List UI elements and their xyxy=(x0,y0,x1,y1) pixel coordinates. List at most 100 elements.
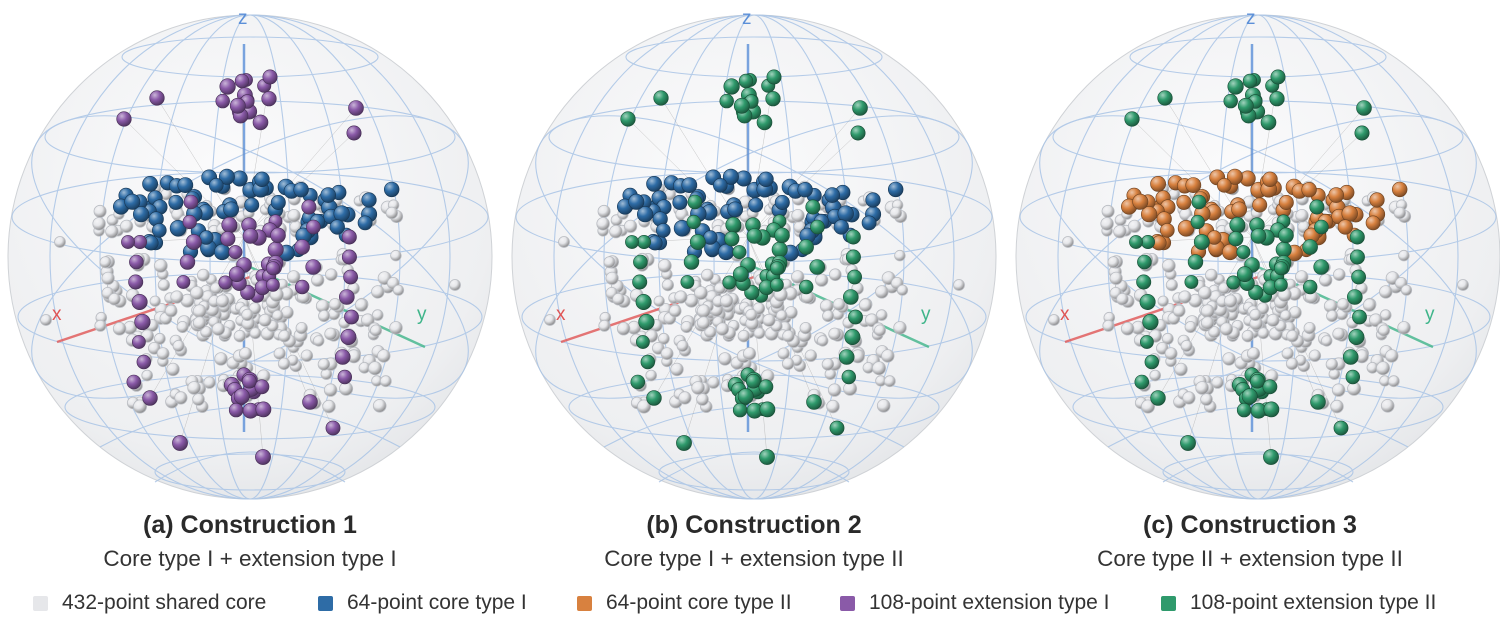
shared-core-point xyxy=(864,313,879,328)
core-point xyxy=(244,197,260,213)
shared-core-point xyxy=(696,304,711,319)
shared-core-point xyxy=(187,381,201,395)
core-point xyxy=(1150,175,1166,192)
shared-core-point xyxy=(1249,308,1262,321)
shared-core-point xyxy=(668,304,682,318)
shared-core-point xyxy=(211,322,225,336)
extension-point xyxy=(1278,227,1294,244)
extension-point xyxy=(771,241,788,258)
extension-point xyxy=(1157,90,1173,106)
shared-core-point xyxy=(782,329,795,343)
shared-core-point xyxy=(827,383,842,397)
shared-core-point xyxy=(707,376,720,389)
shared-core-point xyxy=(953,279,965,291)
shared-core-point xyxy=(1219,322,1233,336)
extension-point xyxy=(1236,402,1252,418)
extension-point xyxy=(1351,269,1366,285)
extension-point xyxy=(1345,369,1360,385)
shared-core-point xyxy=(318,309,331,322)
legend-item-core-type-i: 64-point core type I xyxy=(318,589,527,617)
extension-point xyxy=(1190,214,1205,230)
core-point xyxy=(254,171,270,188)
extension-point xyxy=(338,289,355,305)
shared-core-point xyxy=(700,268,714,282)
core-point xyxy=(1341,205,1358,222)
shared-core-point xyxy=(120,219,134,233)
core-point xyxy=(1177,220,1195,237)
extension-point xyxy=(341,249,357,265)
shared-core-point xyxy=(157,278,170,292)
shared-core-point xyxy=(379,375,392,388)
extension-point xyxy=(737,388,754,405)
panel-title: (b) Construction 2 xyxy=(646,511,862,539)
panel-subtitle: Core type I + extension type II xyxy=(604,546,904,571)
core-point xyxy=(1231,201,1247,218)
shared-core-point xyxy=(1257,327,1270,340)
shared-core-point xyxy=(112,322,127,336)
shared-core-point xyxy=(1109,271,1123,285)
extension-point xyxy=(1309,199,1325,215)
shared-core-point xyxy=(799,321,812,335)
extension-point xyxy=(850,125,866,141)
shared-core-point xyxy=(1375,361,1390,376)
extension-point xyxy=(215,93,230,109)
shared-core-point xyxy=(832,298,846,311)
extension-point xyxy=(1275,241,1292,258)
core-point xyxy=(681,177,698,193)
shared-core-point xyxy=(377,349,391,363)
shared-core-point xyxy=(295,321,308,335)
shared-core-point xyxy=(674,290,688,304)
core-point xyxy=(218,168,235,185)
shared-core-point xyxy=(1222,352,1236,366)
shared-core-point xyxy=(603,256,616,269)
core-point xyxy=(1262,171,1278,188)
shared-core-point xyxy=(1332,327,1346,341)
shared-core-point xyxy=(54,236,66,248)
legend-label: 108-point extension type I xyxy=(869,591,1110,614)
core-point xyxy=(672,194,688,210)
shared-core-point xyxy=(1385,349,1399,363)
shared-core-point xyxy=(273,347,286,360)
extension-point xyxy=(765,91,781,107)
core-point xyxy=(1278,195,1294,211)
extension-point xyxy=(719,93,734,109)
extension-point xyxy=(301,199,317,215)
shared-core-point xyxy=(233,329,247,343)
shared-core-point xyxy=(278,329,291,343)
core-point xyxy=(1365,215,1381,231)
core-point xyxy=(837,205,854,222)
shared-core-point xyxy=(696,316,711,330)
shared-core-point xyxy=(657,332,670,345)
shared-core-point xyxy=(313,335,325,347)
shared-core-point xyxy=(762,313,776,327)
shared-core-point xyxy=(624,219,638,233)
legend-item-shared-core: 432-point shared core xyxy=(33,589,266,617)
extension-point xyxy=(1229,216,1246,233)
extension-point xyxy=(738,73,754,89)
core-point xyxy=(727,201,743,218)
shared-core-point xyxy=(1197,286,1212,300)
extension-point xyxy=(1241,388,1258,405)
extension-point xyxy=(252,114,269,131)
core-point xyxy=(1226,168,1243,185)
core-point xyxy=(628,193,645,210)
extension-point xyxy=(255,449,271,465)
extension-point xyxy=(723,78,740,95)
extension-point xyxy=(844,328,861,345)
shared-core-point xyxy=(1393,206,1407,220)
extension-point xyxy=(1303,279,1318,295)
extension-points xyxy=(1124,69,1372,465)
shared-core-point xyxy=(322,399,336,414)
core-point xyxy=(1141,206,1158,223)
shared-core-point xyxy=(875,309,888,321)
shared-core-point xyxy=(742,347,757,361)
sphere-panel-construction-2: x y z xyxy=(511,8,997,500)
shared-core-point xyxy=(1062,236,1074,248)
core-point xyxy=(1185,177,1202,193)
panel-title: (a) Construction 1 xyxy=(143,511,357,539)
shared-core-point xyxy=(271,309,284,322)
z-axis-label: z xyxy=(742,8,752,29)
core-point xyxy=(833,219,849,235)
extension-point xyxy=(1144,354,1160,370)
shared-core-point xyxy=(192,393,205,406)
